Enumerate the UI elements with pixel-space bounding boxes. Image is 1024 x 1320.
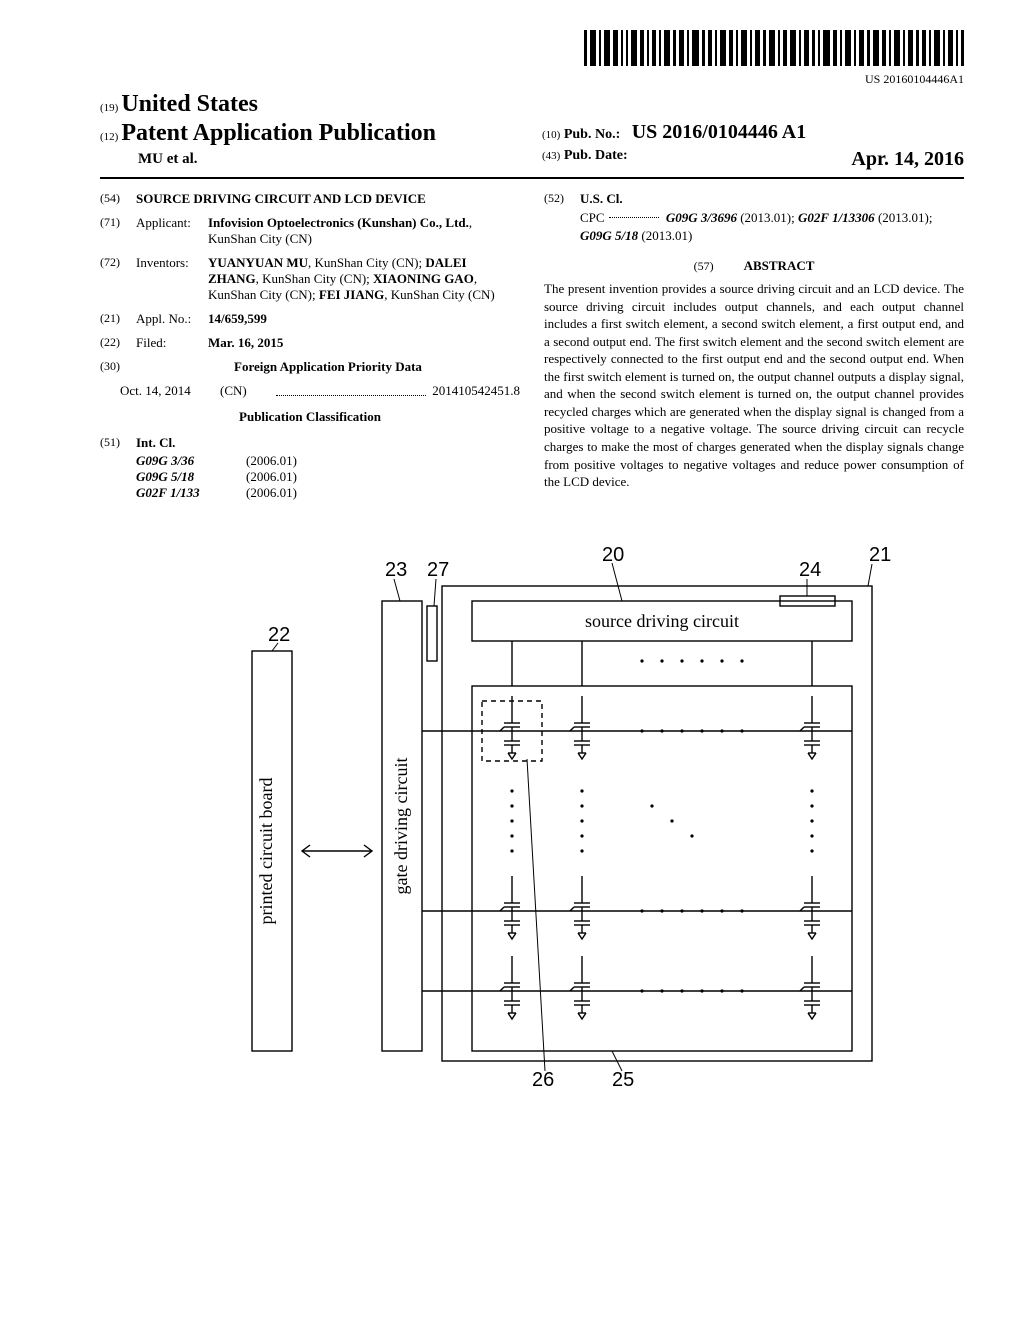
country-line: (19) United States [100,91,522,118]
pub-number-line: (10) Pub. No.: US 2016/0104446 A1 [542,121,964,144]
publication-classification-head: Publication Classification [100,409,520,425]
right-column: (52) U.S. Cl. CPC G09G 3/3696 (2013.01);… [544,191,964,501]
svg-text:27: 27 [427,559,449,581]
abstract-head: (57)ABSTRACT [544,258,964,274]
foreign-priority-head: Foreign Application Priority Data [136,359,520,375]
svg-text:printed circuit board: printed circuit board [256,778,276,925]
svg-text:26: 26 [532,1069,554,1091]
svg-text:20: 20 [602,544,624,566]
svg-text:24: 24 [799,559,821,581]
uscl-label: U.S. Cl. [580,191,623,206]
svg-text:source driving circuit: source driving circuit [585,611,739,631]
title-tag: (54) [100,191,136,207]
filed-value: Mar. 16, 2015 [208,335,283,350]
header-row: (19) United States (12) Patent Applicati… [100,91,964,179]
svg-text:gate driving circuit: gate driving circuit [391,758,411,895]
svg-text:21: 21 [869,544,891,566]
foreign-tag: (30) [100,359,136,375]
barcode: US 20160104446A1 [584,30,964,87]
svg-text:25: 25 [612,1069,634,1091]
applno-tag: (21) [100,311,136,327]
foreign-app-number: 201410542451.8 [432,383,520,399]
foreign-date: Oct. 14, 2014 [120,383,220,399]
intcl-list: G09G 3/36(2006.01)G09G 5/18(2006.01)G02F… [136,453,520,501]
applicant-value: Infovision Optoelectronics (Kunshan) Co.… [208,215,520,247]
uscl-tag: (52) [544,191,580,207]
intcl-tag: (51) [100,435,136,451]
filed-tag: (22) [100,335,136,351]
pub-date-line: (43) Pub. Date: Apr. 14, 2016 [542,148,964,171]
applno-value: 14/659,599 [208,311,267,326]
barcode-area: US 20160104446A1 [100,30,964,87]
svg-text:23: 23 [385,559,407,581]
applno-label: Appl. No.: [136,311,208,327]
inventors-tag: (72) [100,255,136,303]
circuit-diagram: source driving circuit gate driving circ… [172,531,892,1091]
applicant-label: Applicant: [136,215,208,247]
foreign-priority-line: Oct. 14, 2014 (CN) 201410542451.8 [120,383,520,399]
barcode-number: US 20160104446A1 [584,72,964,87]
left-column: (54) SOURCE DRIVING CIRCUIT AND LCD DEVI… [100,191,520,501]
inventors-label: Inventors: [136,255,208,303]
filed-label: Filed: [136,335,208,351]
applicant-tag: (71) [100,215,136,247]
figure-area: source driving circuit gate driving circ… [100,531,964,1095]
invention-title: SOURCE DRIVING CIRCUIT AND LCD DEVICE [136,191,520,207]
svg-text:22: 22 [268,624,290,646]
foreign-country: (CN) [220,383,270,399]
publication-type-line: (12) Patent Application Publication [100,120,522,147]
inventors-list: YUANYUAN MU, KunShan City (CN); DALEI ZH… [208,255,520,303]
barcode-svg [584,30,964,66]
author-line: MU et al. [138,151,522,168]
abstract-body: The present invention provides a source … [544,280,964,491]
cpc-text: CPC G09G 3/3696 (2013.01); G02F 1/13306 … [580,209,964,244]
intcl-label: Int. Cl. [136,435,175,450]
